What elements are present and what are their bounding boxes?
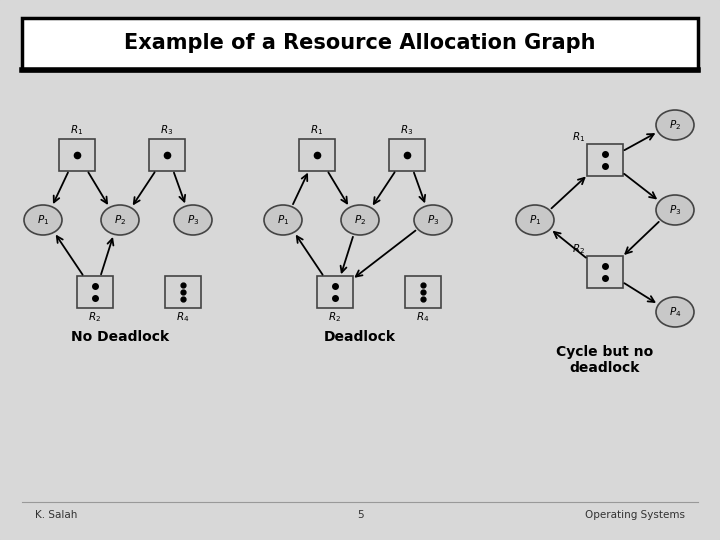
Text: Example of a Resource Allocation Graph: Example of a Resource Allocation Graph <box>125 33 595 53</box>
FancyBboxPatch shape <box>59 139 95 171</box>
FancyBboxPatch shape <box>77 276 113 308</box>
Text: $R_3$: $R_3$ <box>400 123 413 137</box>
Text: $P_1$: $P_1$ <box>37 213 49 227</box>
Text: $R_2$: $R_2$ <box>328 310 341 324</box>
Text: $P_3$: $P_3$ <box>669 203 681 217</box>
Ellipse shape <box>341 205 379 235</box>
Ellipse shape <box>516 205 554 235</box>
Text: Deadlock: Deadlock <box>324 330 396 344</box>
Ellipse shape <box>24 205 62 235</box>
Ellipse shape <box>656 297 694 327</box>
Ellipse shape <box>101 205 139 235</box>
FancyBboxPatch shape <box>389 139 425 171</box>
Text: $P_3$: $P_3$ <box>187 213 199 227</box>
Text: No Deadlock: No Deadlock <box>71 330 169 344</box>
Text: $R_1$: $R_1$ <box>310 123 323 137</box>
Text: K. Salah: K. Salah <box>35 510 77 520</box>
Text: $R_2$: $R_2$ <box>572 242 585 256</box>
Ellipse shape <box>174 205 212 235</box>
FancyBboxPatch shape <box>317 276 353 308</box>
Text: Operating Systems: Operating Systems <box>585 510 685 520</box>
FancyBboxPatch shape <box>149 139 185 171</box>
Text: $R_4$: $R_4$ <box>176 310 189 324</box>
Ellipse shape <box>414 205 452 235</box>
Text: $P_1$: $P_1$ <box>277 213 289 227</box>
Text: $P_2$: $P_2$ <box>669 118 681 132</box>
Text: $R_1$: $R_1$ <box>572 130 585 144</box>
Text: $R_1$: $R_1$ <box>71 123 84 137</box>
Text: $P_2$: $P_2$ <box>354 213 366 227</box>
Ellipse shape <box>656 195 694 225</box>
Ellipse shape <box>656 110 694 140</box>
FancyBboxPatch shape <box>165 276 201 308</box>
Text: $P_1$: $P_1$ <box>529 213 541 227</box>
FancyBboxPatch shape <box>22 18 698 70</box>
Text: 5: 5 <box>356 510 364 520</box>
Text: $P_3$: $P_3$ <box>427 213 439 227</box>
FancyBboxPatch shape <box>405 276 441 308</box>
FancyBboxPatch shape <box>587 144 623 176</box>
Text: Cycle but no
deadlock: Cycle but no deadlock <box>557 345 654 375</box>
Text: $P_4$: $P_4$ <box>669 305 681 319</box>
Text: $R_3$: $R_3$ <box>161 123 174 137</box>
Ellipse shape <box>264 205 302 235</box>
Text: $R_2$: $R_2$ <box>89 310 102 324</box>
FancyBboxPatch shape <box>299 139 335 171</box>
Text: $P_2$: $P_2$ <box>114 213 126 227</box>
Text: $R_4$: $R_4$ <box>416 310 430 324</box>
FancyBboxPatch shape <box>587 256 623 288</box>
